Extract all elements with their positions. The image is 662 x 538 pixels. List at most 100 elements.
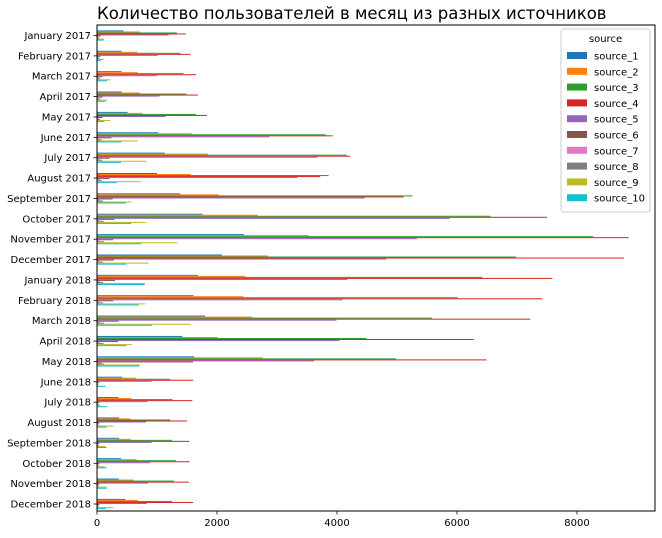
bar-source_1-13 xyxy=(97,295,194,297)
bar-source_4-8 xyxy=(97,196,404,198)
plot-frame xyxy=(96,24,656,512)
bar-source_8-19 xyxy=(97,424,99,426)
legend-swatch-source_7 xyxy=(567,146,587,154)
bar-source_3-9 xyxy=(97,215,491,217)
bar-source_6-0 xyxy=(97,35,101,37)
bar-source_9-18 xyxy=(97,405,101,407)
bar-source_2-16 xyxy=(97,357,263,359)
bar-source_1-9 xyxy=(97,213,203,215)
x-tick-label: 8000 xyxy=(564,518,589,529)
bar-source_8-8 xyxy=(97,200,103,202)
bar-source_5-18 xyxy=(97,401,148,403)
bar-source_2-6 xyxy=(97,153,208,155)
bar-source_1-18 xyxy=(97,397,119,399)
legend-title: source xyxy=(589,34,622,45)
bar-source_6-13 xyxy=(97,300,114,302)
bar-source_10-5 xyxy=(97,141,122,143)
bar-source_9-19 xyxy=(97,425,114,427)
bar-source_5-19 xyxy=(97,421,147,423)
legend-label-source_2: source_2 xyxy=(594,67,639,78)
bar-source_8-9 xyxy=(97,220,104,222)
bar-source_4-0 xyxy=(97,33,186,35)
bar-source_3-3 xyxy=(97,93,187,95)
y-tick-label: October 2018 xyxy=(22,459,91,470)
bar-source_4-23 xyxy=(97,501,193,503)
bar-source_7-1 xyxy=(97,56,99,58)
bar-source_3-12 xyxy=(97,276,483,278)
bar-source_5-3 xyxy=(97,95,160,97)
bar-source_9-9 xyxy=(97,221,147,223)
y-tick-label: August 2018 xyxy=(27,418,91,429)
bar-source_5-13 xyxy=(97,299,343,301)
legend-label-source_4: source_4 xyxy=(594,99,639,110)
y-tick-label: June 2018 xyxy=(40,377,91,388)
y-tick-label: July 2018 xyxy=(43,398,91,409)
bar-source_6-7 xyxy=(97,178,110,180)
bar-source_3-4 xyxy=(97,113,196,115)
bar-source_9-8 xyxy=(97,201,132,203)
legend-swatch-source_6 xyxy=(567,131,587,138)
y-tick-label: May 2017 xyxy=(42,112,91,123)
y-tick-label: September 2018 xyxy=(7,438,91,449)
bar-source_1-21 xyxy=(97,458,121,460)
bar-source_2-19 xyxy=(97,418,131,420)
bar-source_2-22 xyxy=(97,479,134,481)
bar-source_1-17 xyxy=(97,376,123,378)
bar-source_10-12 xyxy=(97,284,145,286)
bar-source_1-2 xyxy=(97,71,122,73)
bar-source_1-16 xyxy=(97,356,195,358)
bar-source_8-22 xyxy=(97,485,99,487)
bar-source_8-23 xyxy=(97,506,99,508)
x-axis: 0 2000 4000 6000 8000 xyxy=(94,511,590,529)
bar-source_8-20 xyxy=(97,444,99,446)
bar-source_5-2 xyxy=(97,75,157,77)
bar-source_3-15 xyxy=(97,337,367,340)
bar-source_7-9 xyxy=(97,219,100,221)
bar-source_4-10 xyxy=(97,237,629,239)
bar-source_2-0 xyxy=(97,31,140,33)
bar-source_6-23 xyxy=(97,504,100,506)
bar-source_8-10 xyxy=(97,241,105,243)
bar-source_7-17 xyxy=(97,382,99,384)
bar-source_2-3 xyxy=(97,92,140,94)
x-tick-label: 6000 xyxy=(444,518,469,529)
bar-source_3-19 xyxy=(97,419,171,421)
bar-source_4-2 xyxy=(97,74,196,76)
legend-label-source_5: source_5 xyxy=(594,115,639,126)
bar-source_2-8 xyxy=(97,194,219,196)
legend-label-source_6: source_6 xyxy=(594,131,639,142)
bar-source_7-4 xyxy=(97,118,99,120)
legend-swatch-source_2 xyxy=(567,67,587,75)
bar-source_7-5 xyxy=(97,138,99,140)
bar-source_10-3 xyxy=(97,100,106,102)
bar-source_3-18 xyxy=(97,399,173,401)
bar-source_1-20 xyxy=(97,437,120,439)
bar-source_2-7 xyxy=(97,174,191,176)
bar-source_7-8 xyxy=(97,199,100,201)
bar-source_9-14 xyxy=(97,323,191,325)
bar-source_4-4 xyxy=(97,114,207,116)
bar-source_1-11 xyxy=(97,254,222,256)
bar-source_3-5 xyxy=(97,134,326,136)
bar-source_10-18 xyxy=(97,406,108,408)
bar-source_2-17 xyxy=(97,377,136,379)
bar-source_1-5 xyxy=(97,132,159,134)
bar-source_8-4 xyxy=(97,119,100,121)
legend-swatch-source_5 xyxy=(567,115,587,123)
bar-source_5-14 xyxy=(97,319,337,321)
bar-source_4-20 xyxy=(97,440,190,442)
bar-source_2-5 xyxy=(97,133,192,135)
bar-source_2-14 xyxy=(97,316,253,318)
bar-source_3-16 xyxy=(97,358,396,360)
bar-source_9-10 xyxy=(97,242,178,244)
bar-source_3-20 xyxy=(97,439,172,441)
bar-source_4-19 xyxy=(97,420,187,422)
bar-source_6-2 xyxy=(97,76,103,78)
bar-source_1-4 xyxy=(97,111,128,113)
legend-label-source_9: source_9 xyxy=(594,178,639,189)
bar-source_3-0 xyxy=(97,32,177,34)
bar-source_8-0 xyxy=(97,37,100,39)
bar-source_6-20 xyxy=(97,442,100,444)
bar-source_8-21 xyxy=(97,465,99,467)
